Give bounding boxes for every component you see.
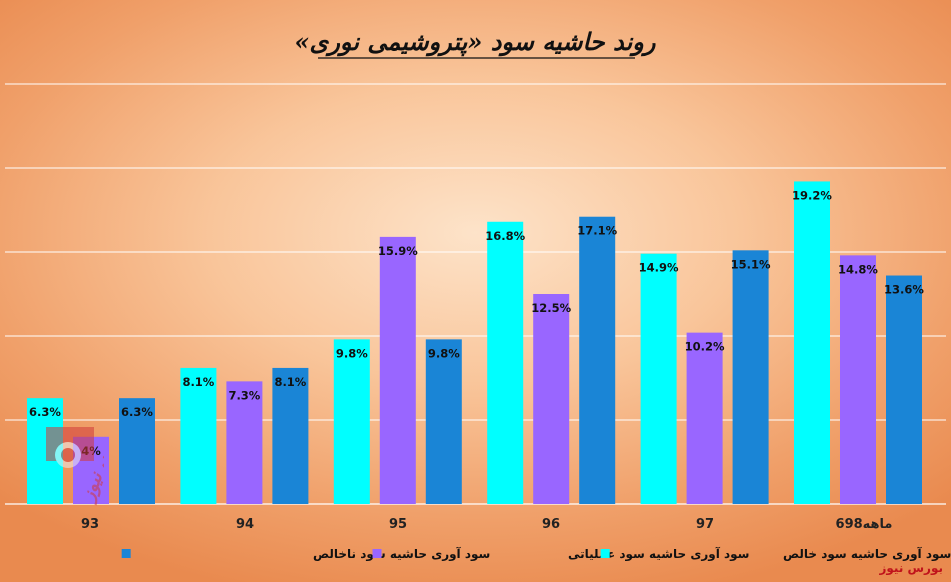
bar [579,216,616,504]
category-labels-group: 93 94 95 96 97 6ماهه98 [81,517,893,532]
legend-label: سود آوری حاشیه سود خالص [783,546,951,562]
bar [794,181,830,504]
data-label: 8.1% [182,375,214,389]
bar [379,236,416,504]
data-label: 16.8% [485,229,525,243]
bar [272,367,309,504]
legend-label: سود آوری حاشیه سود ناخالص [313,546,490,562]
chart-title: روند حاشیه سود «پتروشیمی نوری» [295,27,656,57]
data-label: 7.3% [228,388,260,402]
category-label: 94 [236,517,254,532]
data-label: 15.1% [731,257,771,271]
data-label: 9.8% [336,346,368,360]
data-label: 14.9% [639,261,679,275]
bar [226,381,263,504]
bar [732,250,769,504]
data-label: 6.3% [121,405,153,419]
category-label: 95 [389,517,407,532]
legend-swatch [600,549,610,558]
gridlines [5,83,946,505]
data-label: 9.8% [428,346,460,360]
legend-swatch [372,549,382,558]
bar [640,253,677,504]
bar [487,221,524,504]
data-label: 6.3% [29,405,61,419]
bar [180,367,217,504]
category-label: 97 [696,517,714,532]
bar [686,332,723,504]
data-label: 15.9% [378,244,418,258]
bar [119,398,155,504]
category-label: 93 [81,517,99,532]
category-label: 6ماهه98 [836,517,893,532]
data-label: 10.2% [685,340,725,354]
data-label: 8.1% [274,375,306,389]
legend-label: سود آوری حاشیه سود عملیاتی [568,546,749,562]
category-label: 96 [542,517,560,532]
legend-swatch [121,549,131,558]
bar-labels-group: 6.3%4%6.3%8.1%7.3%8.1%9.8%15.9%9.8%16.8%… [29,188,924,457]
data-label: 14.8% [838,262,878,276]
bar [840,255,876,504]
borsnews-logo: بورس نیوز [46,425,104,506]
data-label: 13.6% [884,283,924,297]
data-label: 12.5% [531,301,571,315]
data-label: 19.2% [792,188,832,202]
bar [333,339,370,504]
bar [425,339,462,504]
bars-group [27,181,922,504]
bar [886,275,922,504]
legend: سود آوری حاشیه سود ناخالص سود آوری حاشیه … [121,546,951,562]
brand-label: بورس نیوز [879,561,943,575]
data-label: 17.1% [577,224,617,238]
bar [533,294,570,504]
